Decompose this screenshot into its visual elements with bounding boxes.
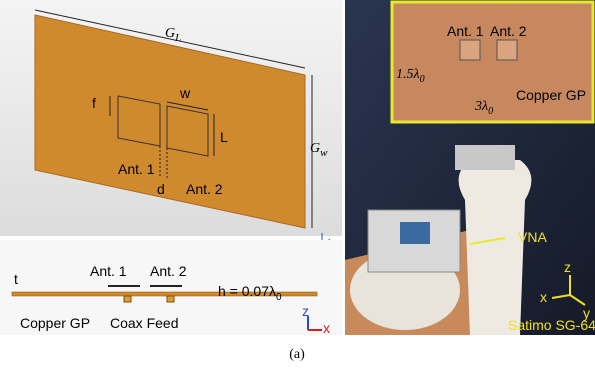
feed-2 bbox=[167, 296, 174, 302]
vna-screen bbox=[400, 222, 430, 244]
side-ant1-label: Ant. 1 bbox=[90, 263, 127, 279]
label-sub: 0 bbox=[276, 292, 282, 303]
antenna-mount bbox=[455, 145, 515, 170]
t-label: t bbox=[14, 271, 18, 287]
feed-1 bbox=[124, 296, 131, 302]
l-label: L bbox=[220, 129, 228, 145]
label-base: h = 0.07λ bbox=[218, 283, 276, 299]
axis-label: x bbox=[540, 289, 547, 305]
inset-photo bbox=[392, 2, 593, 122]
f-label: f bbox=[92, 95, 96, 111]
ant2-label: Ant. 2 bbox=[186, 181, 223, 197]
label-base: 3λ bbox=[474, 99, 488, 114]
label-sub: 0 bbox=[488, 106, 493, 117]
gp-label: Copper GP bbox=[20, 315, 90, 331]
label-base: 1.5λ bbox=[396, 67, 420, 82]
figure: GL Gw f w L Ant. 1 d Ant. 2 t Ant. 1 Ant… bbox=[0, 0, 595, 374]
axis-label: y bbox=[583, 305, 590, 321]
axis-label: x bbox=[323, 320, 330, 336]
w-label: w bbox=[179, 85, 191, 101]
axis-label: z bbox=[564, 259, 571, 275]
vna-label: VNA bbox=[518, 229, 547, 245]
inset-gp-label: Copper GP bbox=[516, 87, 586, 103]
caption: (a) bbox=[289, 347, 305, 362]
side-ant2-label: Ant. 2 bbox=[150, 263, 187, 279]
inset-patch-1 bbox=[460, 40, 480, 60]
inset-ant1-label: Ant. 1 bbox=[447, 23, 484, 39]
tower bbox=[459, 160, 532, 335]
feed-label: Coax Feed bbox=[110, 315, 178, 331]
axis-label: z bbox=[302, 303, 309, 319]
label-sub: 0 bbox=[420, 74, 425, 85]
page: {"model": {"gl": {"base": "G", "sub": "L… bbox=[0, 0, 595, 374]
label-sub: L bbox=[174, 32, 181, 44]
inset-patch-2 bbox=[497, 40, 517, 60]
inset-ant2-label: Ant. 2 bbox=[490, 23, 527, 39]
d-label: d bbox=[157, 181, 165, 197]
satimo-label: Satimo SG-64 bbox=[508, 317, 595, 333]
label-base: G bbox=[165, 26, 175, 41]
ant1-label: Ant. 1 bbox=[118, 161, 155, 177]
label-base: G bbox=[310, 141, 320, 156]
label-sub: w bbox=[320, 147, 328, 159]
